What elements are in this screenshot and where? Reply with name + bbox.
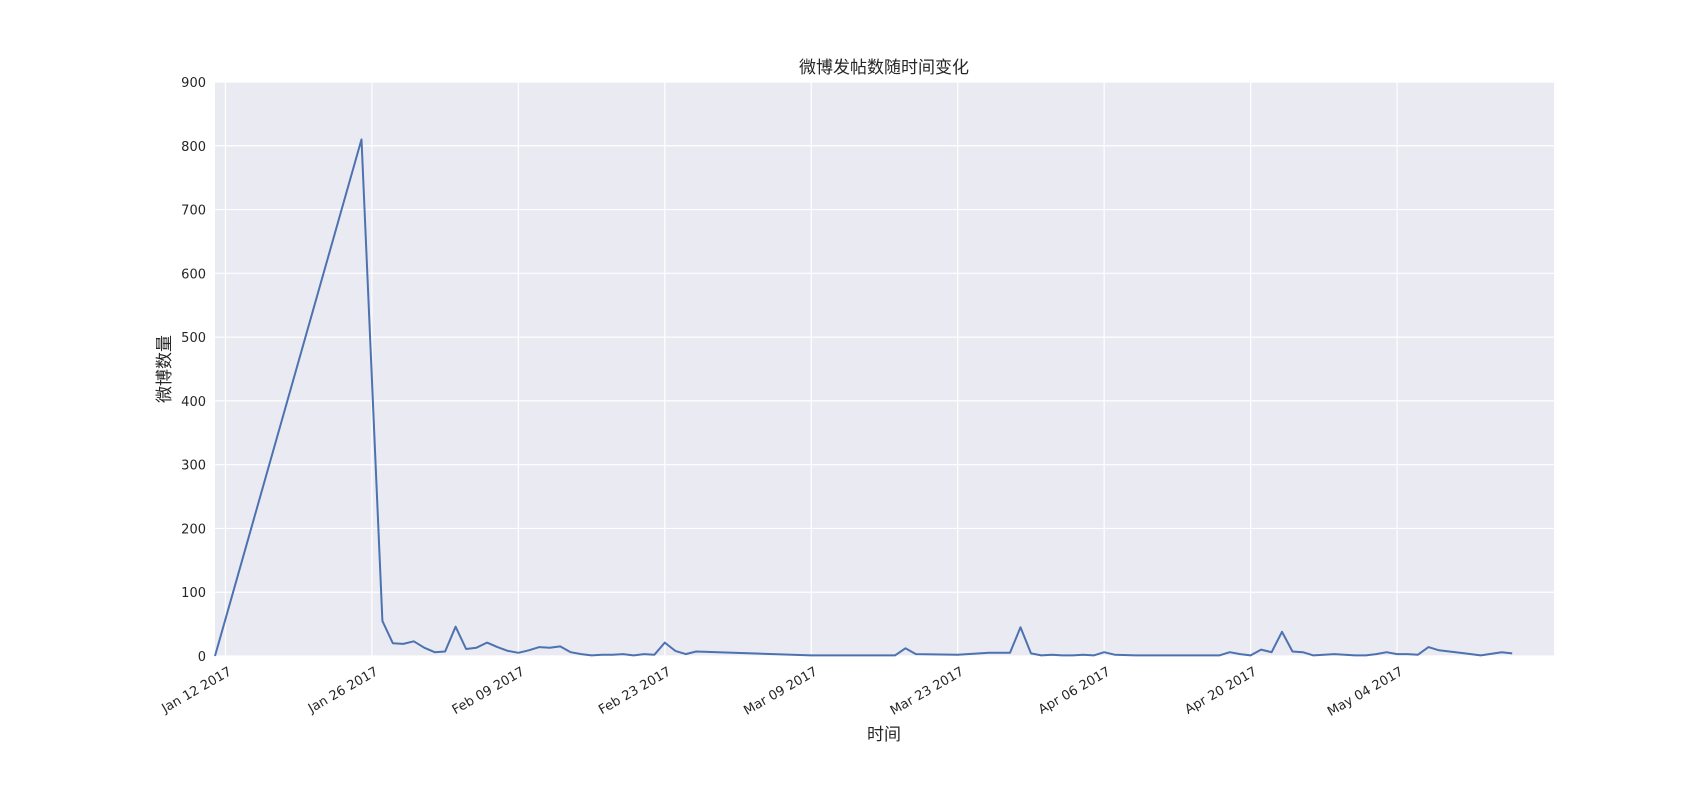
y-tick-label: 200	[181, 522, 206, 537]
x-tick-label: Feb 23 2017	[596, 664, 674, 717]
x-tick-label: Mar 23 2017	[888, 664, 967, 718]
x-tick-label: Jan 12 2017	[159, 664, 235, 716]
y-tick-label: 400	[181, 395, 206, 410]
x-tick-label: May 04 2017	[1325, 664, 1406, 719]
x-tick-label: Apr 20 2017	[1183, 664, 1260, 717]
x-axis-label: 时间	[867, 725, 901, 745]
x-tick-labels: Jan 12 2017 Jan 26 2017 Feb 09 2017 Feb 23 …	[159, 664, 1406, 719]
y-tick-label: 900	[181, 76, 206, 91]
y-tick-label: 800	[181, 140, 206, 155]
y-tick-labels: 0 100 200 300 400 500 600 700 800 900	[181, 76, 206, 665]
y-tick-label: 100	[181, 586, 206, 601]
y-tick-label: 300	[181, 459, 206, 474]
y-tick-label: 500	[181, 331, 206, 346]
x-tick-label: Apr 06 2017	[1036, 664, 1113, 717]
series-line	[214, 138, 1513, 657]
y-axis-label: 微博数量	[155, 335, 175, 403]
chart-title: 微博发帖数随时间变化	[799, 58, 969, 78]
y-tick-label: 0	[198, 650, 206, 665]
y-tick-label: 700	[181, 204, 206, 219]
x-tick-label: Feb 09 2017	[450, 664, 528, 717]
x-tick-label: Jan 26 2017	[305, 664, 381, 716]
y-tick-label: 600	[181, 267, 206, 282]
grid-lines	[215, 81, 1554, 657]
plot-background	[215, 82, 1554, 656]
x-tick-label: Mar 09 2017	[741, 664, 820, 718]
